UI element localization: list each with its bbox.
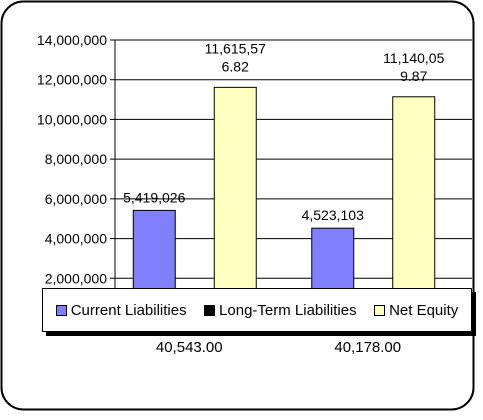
y-tick-label: 12,000,000 [37, 72, 107, 88]
legend-swatch-long-term-liabilities [204, 304, 216, 316]
legend-swatch-net-equity [374, 304, 386, 316]
y-tick-label: 14,000,000 [37, 32, 107, 48]
legend-item-current-liabilities: Current Liabilities [55, 301, 187, 319]
y-tick-label: 4,000,000 [45, 231, 107, 247]
data-label: 9.87 [400, 68, 427, 84]
legend-swatch-current-liabilities [55, 304, 67, 316]
legend-label-long-term-liabilities: Long-Term Liabilities [219, 301, 357, 319]
bar [213, 86, 257, 319]
data-label: 5,419,026 [123, 189, 185, 205]
y-tick-label: 2,000,000 [45, 270, 107, 286]
y-tick-label: 6,000,000 [45, 191, 107, 207]
y-tick-label: 10,000,000 [37, 111, 107, 127]
legend-label-net-equity: Net Equity [389, 301, 459, 319]
data-label: 11,615,57 [205, 40, 266, 56]
x-tick-label: 40,543.00 [156, 339, 223, 356]
legend-label-current-liabilities: Current Liabilities [70, 301, 187, 319]
legend-item-long-term-liabilities: Long-Term Liabilities [204, 302, 357, 319]
y-tick-label: 8,000,000 [45, 151, 107, 167]
x-tick-label: 40,178.00 [334, 339, 401, 356]
data-label: 11,140,05 [383, 50, 444, 66]
data-label: 4,523,103 [302, 207, 364, 223]
legend: Current Liabilities Long-Term Liabilitie… [42, 288, 472, 332]
legend-item-net-equity: Net Equity [374, 302, 458, 319]
bar [392, 96, 436, 319]
data-label: 6.82 [222, 58, 249, 74]
